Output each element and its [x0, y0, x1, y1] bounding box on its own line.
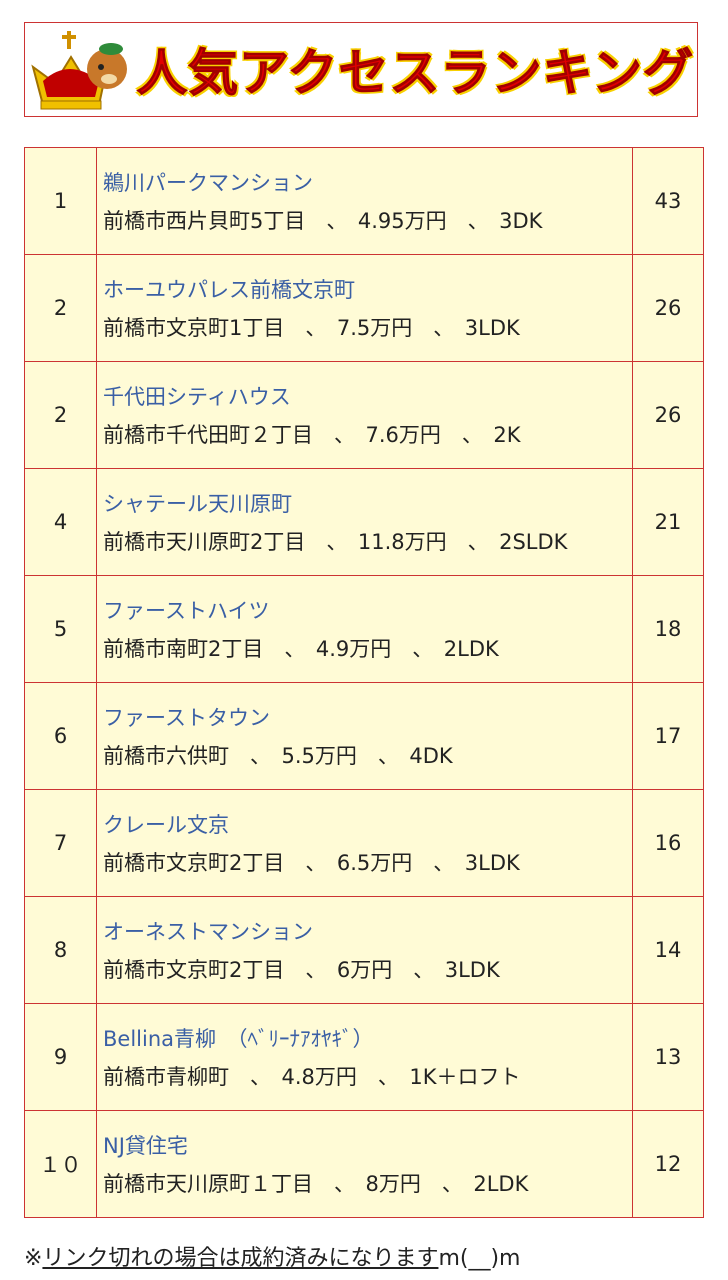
rank-cell: 5 — [24, 575, 97, 683]
ranking-row: 5 ファーストハイツ 前橋市南町2丁目 、 4.9万円 、 2LDK 18 — [24, 575, 704, 683]
info-cell: NJ貸住宅前橋市天川原町１丁目 、 8万円 、 2LDK — [96, 1110, 633, 1218]
count-cell: 43 — [632, 147, 704, 255]
rank-cell: 4 — [24, 468, 97, 576]
property-link[interactable]: シャテール天川原町 — [103, 492, 292, 516]
property-details: 前橋市南町2丁目 、 4.9万円 、 2LDK — [103, 637, 499, 661]
info-cell: ホーユウパレス前橋文京町前橋市文京町1丁目 、 7.5万円 、 3LDK — [96, 254, 633, 362]
info-cell: ファーストタウン前橋市六供町 、 5.5万円 、 4DK — [96, 682, 633, 790]
crown-mascot-icon — [31, 31, 127, 110]
ranking-row: 8 オーネストマンション 前橋市文京町2丁目 、 6万円 、 3LDK 14 — [24, 896, 704, 1004]
footer-suffix: m(__)m — [438, 1246, 521, 1271]
count-cell: 26 — [632, 361, 704, 469]
property-details: 前橋市文京町1丁目 、 7.5万円 、 3LDK — [103, 316, 520, 340]
ranking-row: 2 ホーユウパレス前橋文京町 前橋市文京町1丁目 、 7.5万円 、 3LDK 26 — [24, 254, 704, 362]
info-cell: Bellina青柳 （ﾍﾞﾘｰﾅｱｵﾔｷﾞ） 前橋市青柳町 、 4.8万円 、 1… — [96, 1003, 633, 1111]
banner: 人気アクセスランキング — [24, 22, 698, 117]
property-details: 前橋市六供町 、 5.5万円 、 4DK — [103, 744, 453, 768]
count-cell: 16 — [632, 789, 704, 897]
info-cell: ファーストハイツ前橋市南町2丁目 、 4.9万円 、 2LDK — [96, 575, 633, 683]
ranking-table: 1 鵜川パークマンション 前橋市西片貝町5丁目 、 4.95万円 、 3DK 43 2 ホ… — [24, 147, 704, 1218]
property-details: 前橋市天川原町１丁目 、 8万円 、 2LDK — [103, 1172, 529, 1196]
count-cell: 18 — [632, 575, 704, 683]
property-link[interactable]: 千代田シティハウス — [103, 385, 291, 409]
rank-cell: 9 — [24, 1003, 97, 1111]
rank-cell: 8 — [24, 896, 97, 1004]
info-cell: オーネストマンション前橋市文京町2丁目 、 6万円 、 3LDK — [96, 896, 633, 1004]
rank-cell: 2 — [24, 254, 97, 362]
info-cell: 千代田シティハウス前橋市千代田町２丁目 、 7.6万円 、 2K — [96, 361, 633, 469]
count-cell: 17 — [632, 682, 704, 790]
property-details: 前橋市天川原町2丁目 、 11.8万円 、 2SLDK — [103, 530, 568, 554]
info-cell: クレール文京前橋市文京町2丁目 、 6.5万円 、 3LDK — [96, 789, 633, 897]
property-link[interactable]: クレール文京 — [103, 813, 229, 837]
ranking-row: 9 Bellina青柳 （ﾍﾞﾘｰﾅｱｵﾔｷﾞ） 前橋市青柳町 、 4.8万円 、 … — [24, 1003, 704, 1111]
property-details: 前橋市文京町2丁目 、 6.5万円 、 3LDK — [103, 851, 520, 875]
property-link[interactable]: ファーストハイツ — [103, 599, 270, 623]
property-link[interactable]: ホーユウパレス前橋文京町 — [103, 278, 355, 302]
property-link[interactable]: オーネストマンション — [103, 920, 313, 944]
ranking-row: 2 千代田シティハウス 前橋市千代田町２丁目 、 7.6万円 、 2K 26 — [24, 361, 704, 469]
ranking-row: 4 シャテール天川原町 前橋市天川原町2丁目 、 11.8万円 、 2SLDK 21 — [24, 468, 704, 576]
property-details: 前橋市青柳町 、 4.8万円 、 1K＋ロフト — [103, 1065, 521, 1089]
property-details: 前橋市文京町2丁目 、 6万円 、 3LDK — [103, 958, 500, 982]
property-details: 前橋市千代田町２丁目 、 7.6万円 、 2K — [103, 423, 521, 447]
info-cell: シャテール天川原町前橋市天川原町2丁目 、 11.8万円 、 2SLDK — [96, 468, 633, 576]
property-link[interactable]: Bellina青柳 （ﾍﾞﾘｰﾅｱｵﾔｷﾞ） — [103, 1027, 374, 1051]
banner-title: 人気アクセスランキング — [137, 44, 694, 103]
count-cell: 13 — [632, 1003, 704, 1111]
count-cell: 21 — [632, 468, 704, 576]
count-cell: 12 — [632, 1110, 704, 1218]
property-details: 前橋市西片貝町5丁目 、 4.95万円 、 3DK — [103, 209, 543, 233]
count-cell: 14 — [632, 896, 704, 1004]
ranking-row: １０ NJ貸住宅 前橋市天川原町１丁目 、 8万円 、 2LDK 12 — [24, 1110, 704, 1218]
count-cell: 26 — [632, 254, 704, 362]
ranking-row: 1 鵜川パークマンション 前橋市西片貝町5丁目 、 4.95万円 、 3DK 43 — [24, 147, 704, 255]
property-link[interactable]: NJ貸住宅 — [103, 1134, 188, 1158]
ranking-row: 6 ファーストタウン 前橋市六供町 、 5.5万円 、 4DK 17 — [24, 682, 704, 790]
rank-cell: １０ — [24, 1110, 97, 1218]
rank-cell: 2 — [24, 361, 97, 469]
property-link[interactable]: ファーストタウン — [103, 706, 270, 730]
info-cell: 鵜川パークマンション前橋市西片貝町5丁目 、 4.95万円 、 3DK — [96, 147, 633, 255]
ranking-row: 7 クレール文京 前橋市文京町2丁目 、 6.5万円 、 3LDK 16 — [24, 789, 704, 897]
footer-note: ※リンク切れの場合は成約済みになりますm(__)m — [24, 1240, 520, 1272]
footer-prefix: ※ — [24, 1246, 43, 1271]
rank-cell: 1 — [24, 147, 97, 255]
rank-cell: 6 — [24, 682, 97, 790]
footer-note-text: リンク切れの場合は成約済みになります — [42, 1246, 439, 1271]
rank-cell: 7 — [24, 789, 97, 897]
property-link[interactable]: 鵜川パークマンション — [103, 171, 313, 195]
